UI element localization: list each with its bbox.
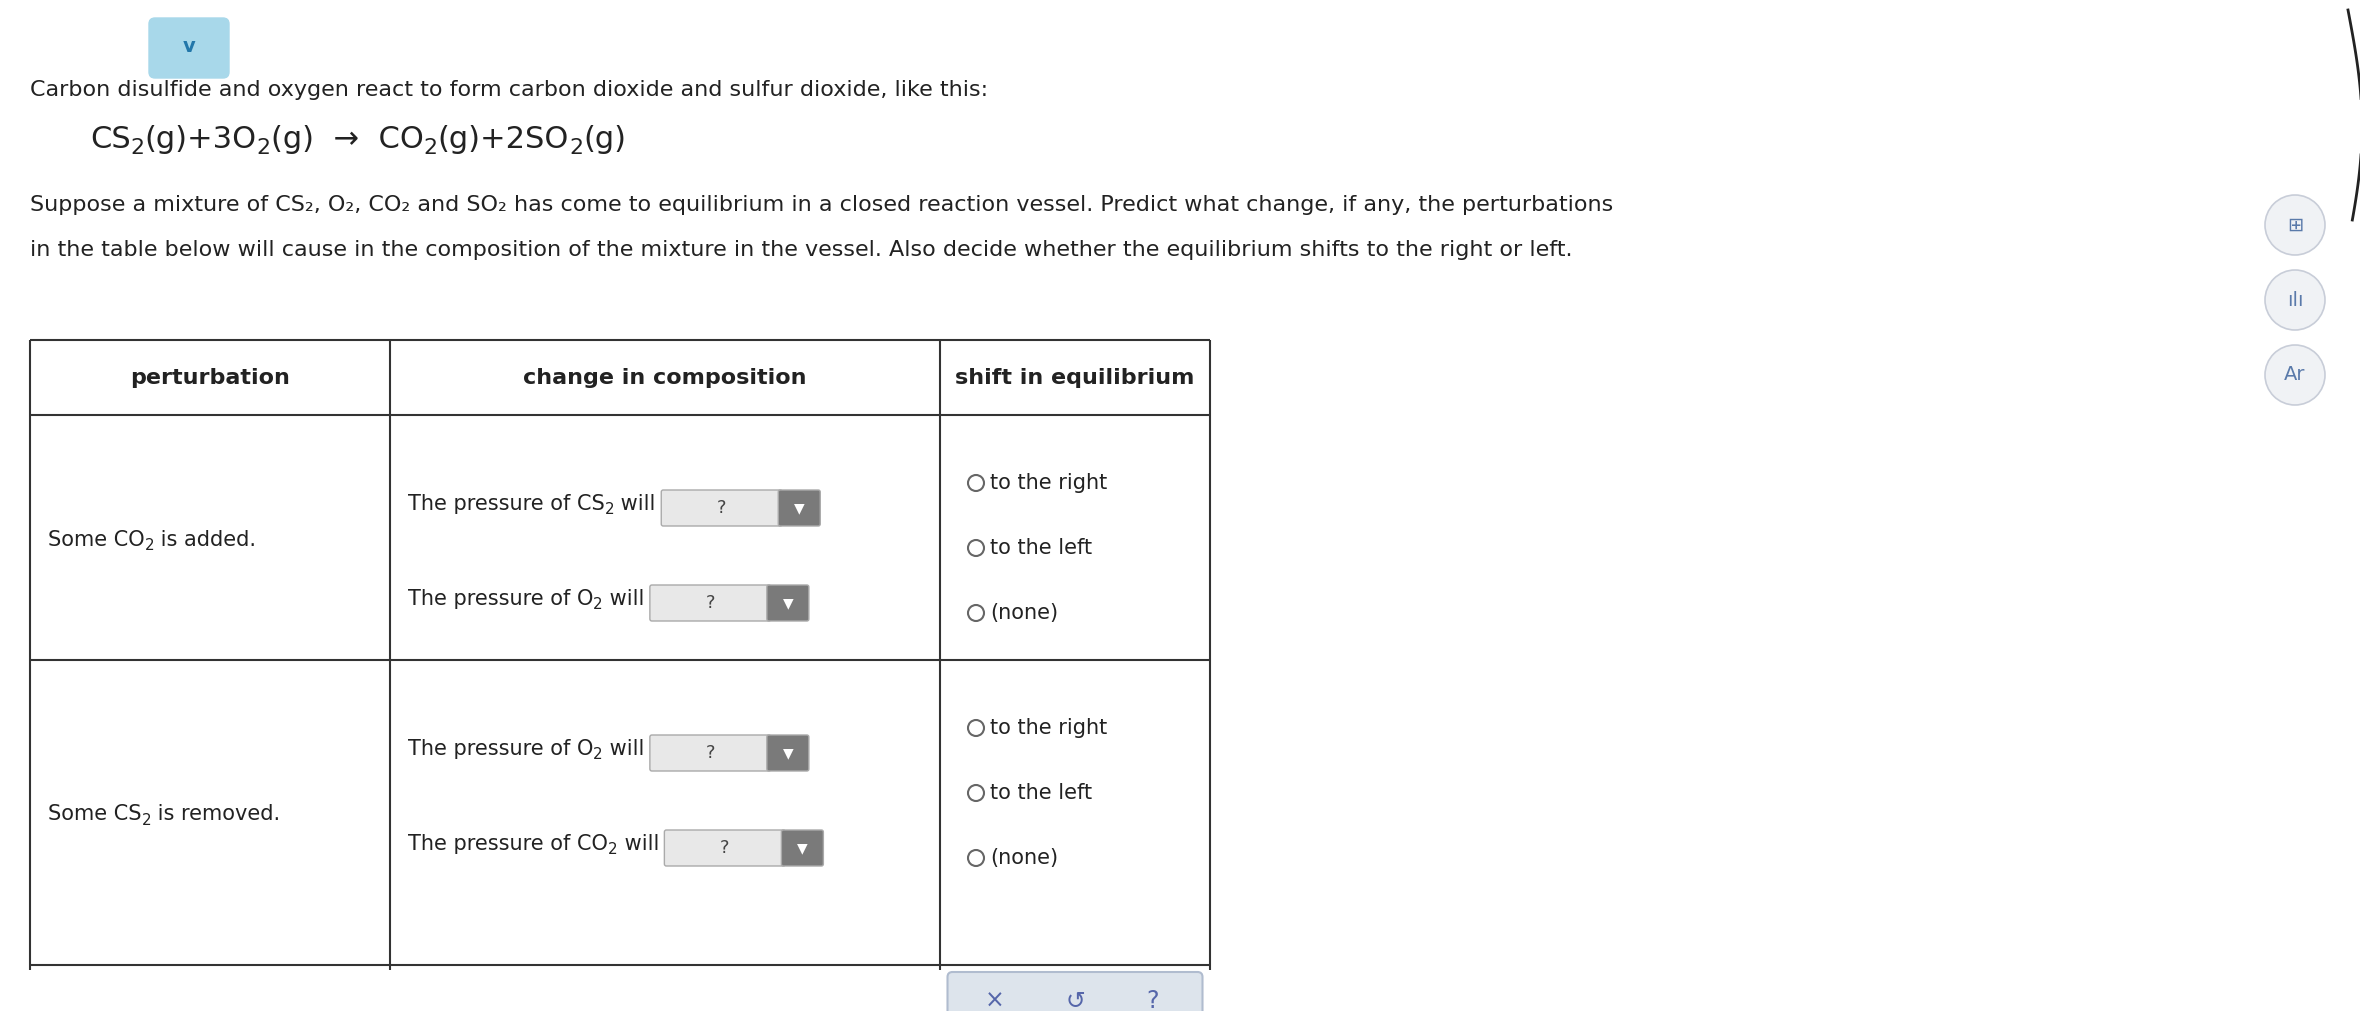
Text: Ar: Ar	[2284, 366, 2306, 384]
Text: ?: ?	[720, 839, 729, 857]
FancyBboxPatch shape	[666, 830, 786, 866]
Text: to the left: to the left	[989, 783, 1093, 803]
Text: (g)+2SO: (g)+2SO	[437, 125, 569, 154]
FancyBboxPatch shape	[767, 585, 809, 621]
Text: to the right: to the right	[989, 473, 1107, 493]
Text: ▼: ▼	[798, 841, 807, 855]
Circle shape	[2266, 270, 2325, 330]
Text: ▼: ▼	[784, 596, 793, 610]
Text: 2: 2	[425, 139, 437, 158]
Text: (g)  →  CO: (g) → CO	[271, 125, 425, 154]
FancyBboxPatch shape	[149, 18, 229, 78]
Text: The pressure of CS: The pressure of CS	[408, 494, 604, 514]
Text: will: will	[604, 589, 644, 609]
Text: 2: 2	[142, 813, 151, 828]
Text: (none): (none)	[989, 848, 1057, 868]
FancyBboxPatch shape	[661, 490, 781, 526]
Text: The pressure of CO: The pressure of CO	[408, 834, 609, 854]
Text: Carbon disulfide and oxygen react to form carbon dioxide and sulfur dioxide, lik: Carbon disulfide and oxygen react to for…	[31, 80, 989, 100]
Circle shape	[2266, 195, 2325, 255]
Text: Some CS: Some CS	[47, 805, 142, 825]
FancyBboxPatch shape	[649, 585, 772, 621]
Text: 2: 2	[609, 842, 618, 857]
Text: ×: ×	[984, 989, 1005, 1011]
Text: 2: 2	[569, 139, 583, 158]
Text: Suppose a mixture of CS₂, O₂, CO₂ and SO₂ has come to equilibrium in a closed re: Suppose a mixture of CS₂, O₂, CO₂ and SO…	[31, 195, 1614, 215]
Text: v: v	[182, 37, 196, 57]
Text: will: will	[618, 834, 658, 854]
Text: ılı: ılı	[2287, 290, 2303, 309]
Text: to the right: to the right	[989, 718, 1107, 738]
Text: 2: 2	[257, 139, 271, 158]
FancyBboxPatch shape	[779, 490, 821, 526]
Text: Some CO: Some CO	[47, 530, 144, 550]
Text: 2: 2	[130, 139, 144, 158]
Text: ?: ?	[717, 499, 727, 517]
Text: 2: 2	[144, 538, 153, 553]
Text: will: will	[614, 494, 656, 514]
Text: 2: 2	[604, 502, 614, 518]
Text: is added.: is added.	[153, 530, 257, 550]
Text: ?: ?	[706, 744, 715, 762]
Text: in the table below will cause in the composition of the mixture in the vessel. A: in the table below will cause in the com…	[31, 240, 1572, 260]
FancyBboxPatch shape	[946, 972, 1204, 1011]
Text: shift in equilibrium: shift in equilibrium	[956, 368, 1194, 387]
Text: (none): (none)	[989, 603, 1057, 623]
Text: 2: 2	[592, 598, 604, 613]
FancyBboxPatch shape	[767, 735, 809, 771]
Text: to the left: to the left	[989, 538, 1093, 558]
Text: ?: ?	[706, 594, 715, 612]
Text: ↺: ↺	[1064, 989, 1086, 1011]
Text: The pressure of O: The pressure of O	[408, 589, 592, 609]
Text: (g)+3O: (g)+3O	[144, 125, 257, 154]
Text: ▼: ▼	[784, 746, 793, 760]
Text: ⊞: ⊞	[2287, 215, 2303, 235]
Text: is removed.: is removed.	[151, 805, 281, 825]
Text: (g): (g)	[583, 125, 625, 154]
Text: The pressure of O: The pressure of O	[408, 739, 592, 759]
Text: ▼: ▼	[793, 501, 805, 515]
Text: 2: 2	[592, 747, 604, 762]
FancyBboxPatch shape	[649, 735, 772, 771]
Text: CS: CS	[90, 125, 130, 154]
Text: change in composition: change in composition	[524, 368, 807, 387]
FancyBboxPatch shape	[781, 830, 824, 866]
Text: ?: ?	[1147, 989, 1159, 1011]
Text: will: will	[604, 739, 644, 759]
Circle shape	[2266, 345, 2325, 405]
Text: perturbation: perturbation	[130, 368, 290, 387]
